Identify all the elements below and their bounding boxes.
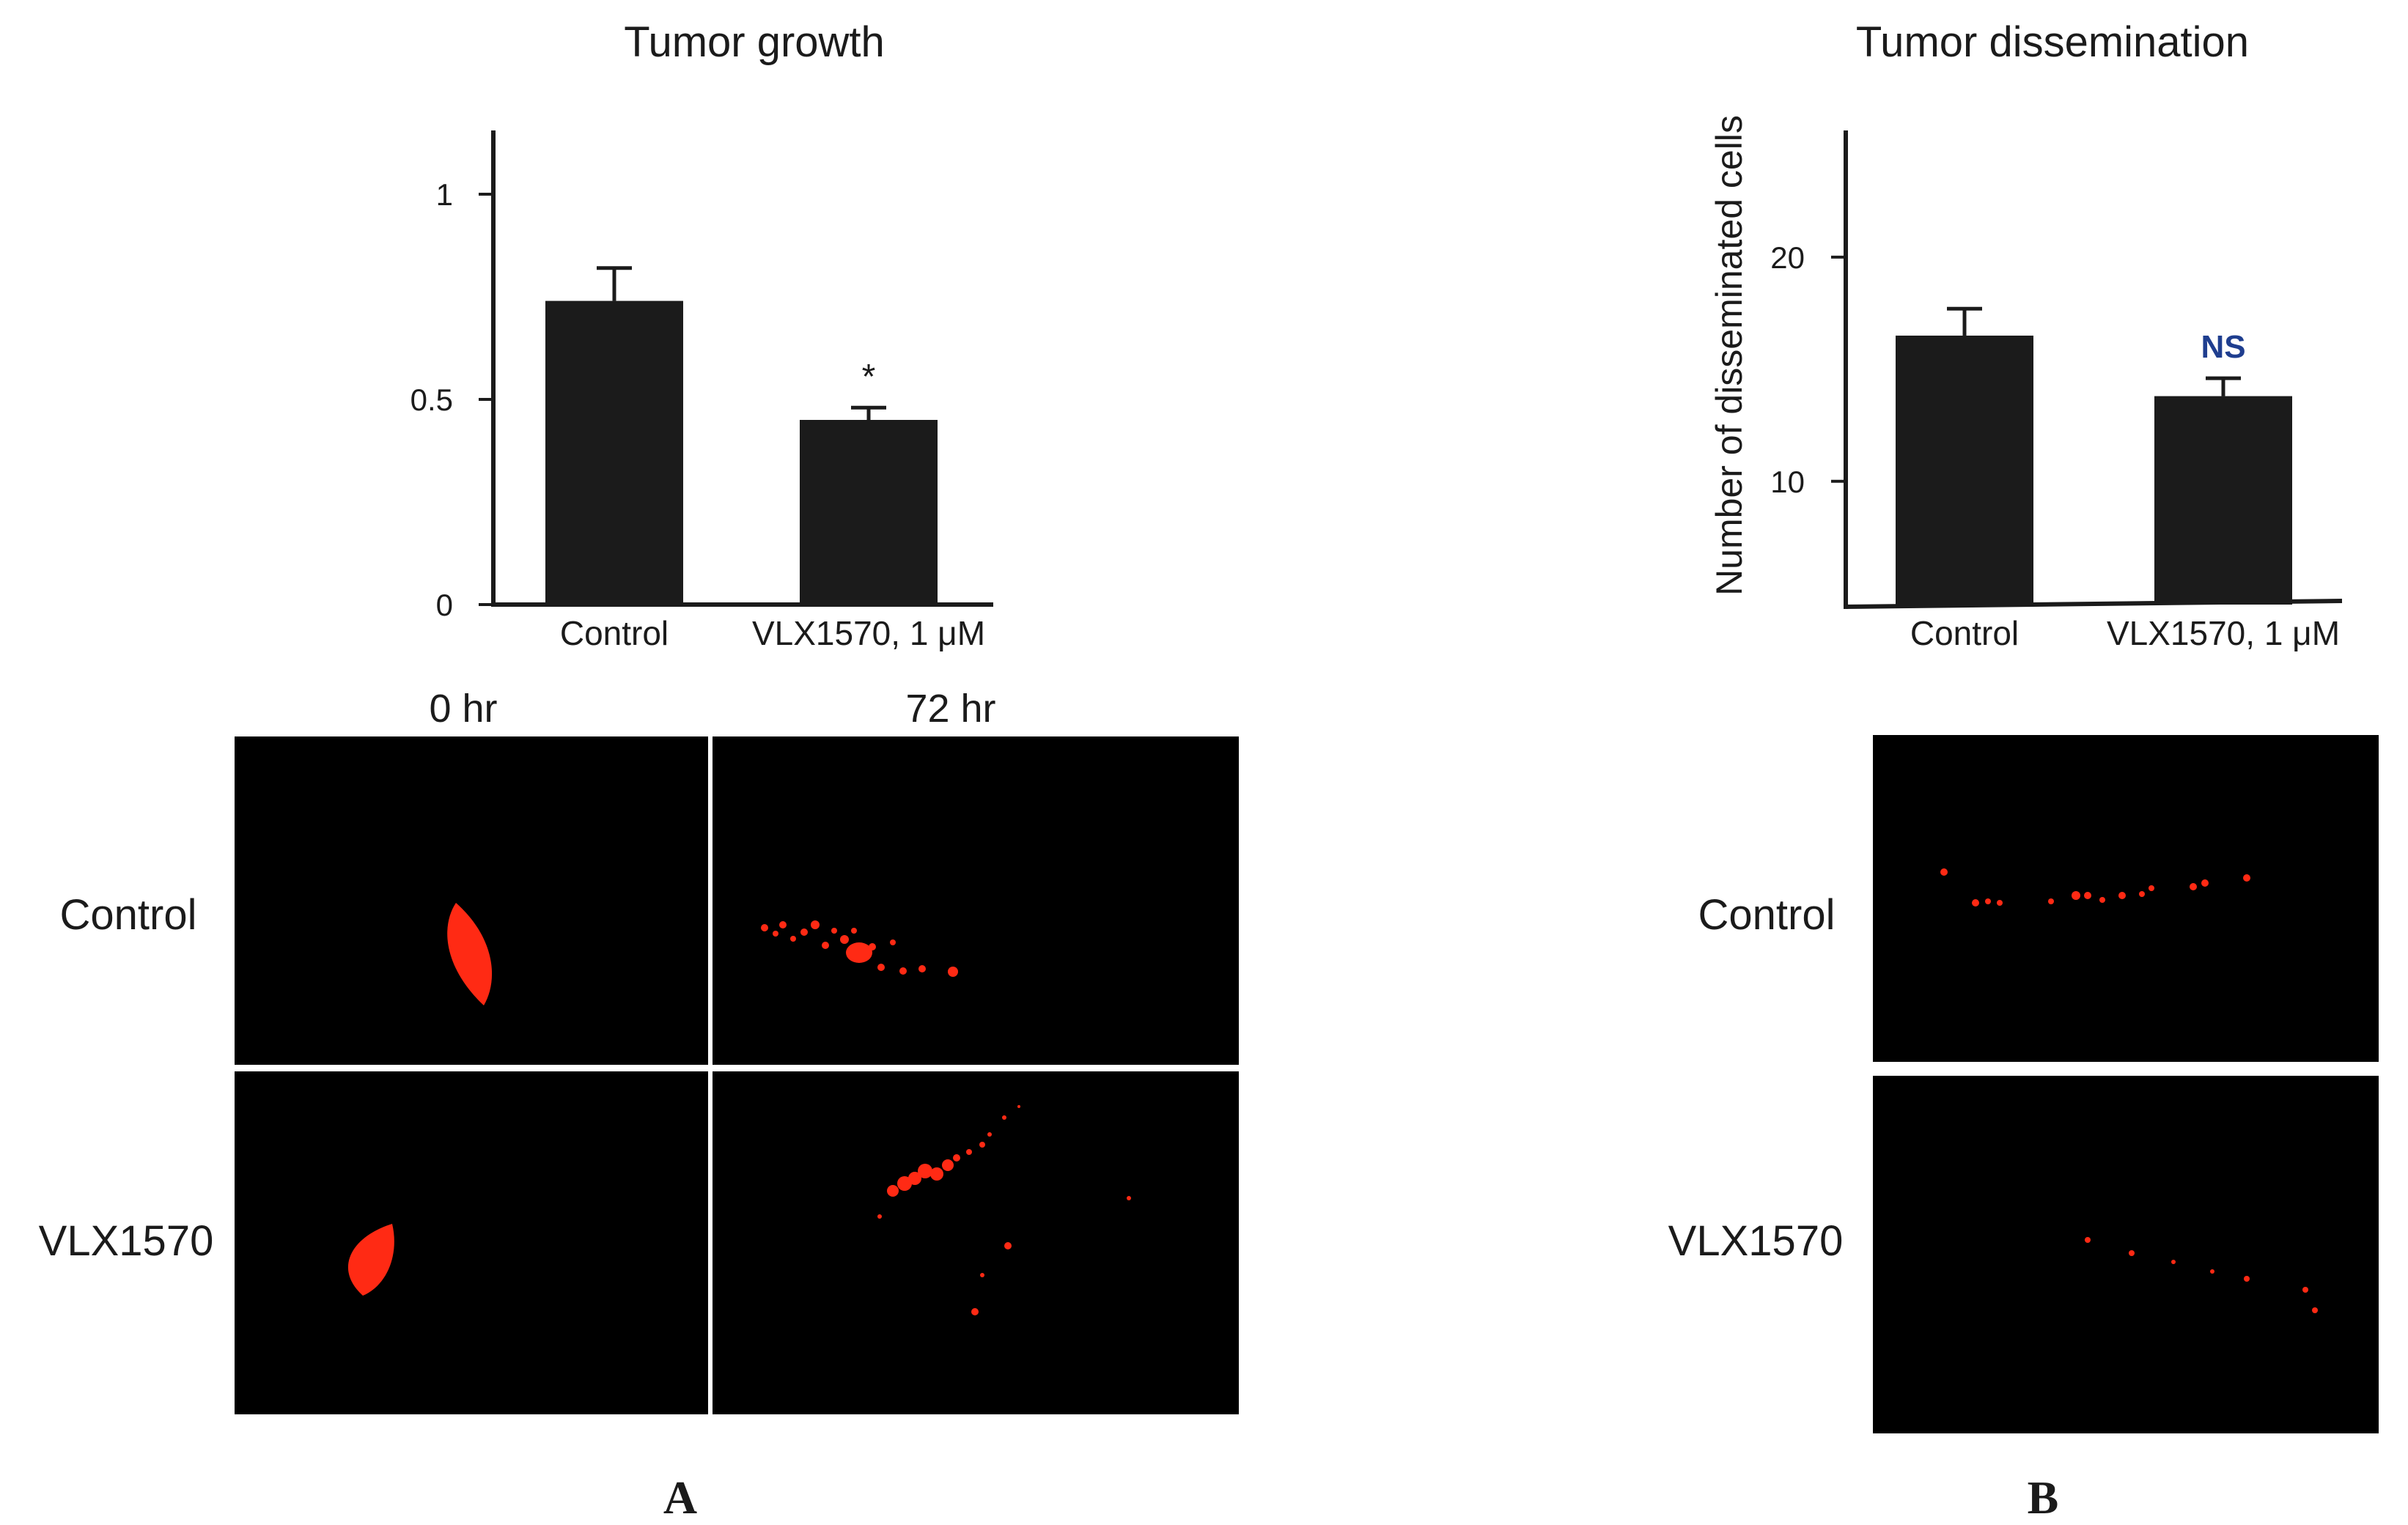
panel-letter-a: A <box>663 1472 697 1524</box>
micrograph-control-0hr <box>235 736 708 1065</box>
bar <box>2154 396 2292 605</box>
micrograph-vlx1570-0hr <box>235 1071 708 1414</box>
bar <box>800 420 938 605</box>
row-label-control: Control <box>60 891 197 939</box>
y-ticks: 00.51 <box>410 177 493 622</box>
disseminated-cells <box>877 1105 1131 1315</box>
y-tick-label: 10 <box>1770 465 1805 499</box>
x-tick-label: VLX1570, 1 μM <box>752 614 985 652</box>
time-label-0hr: 0 hr <box>429 687 497 731</box>
tumor-mass <box>347 1224 394 1296</box>
category-labels: Control VLX1570, 1 μM <box>1910 614 2340 652</box>
row-label-control: Control <box>1698 891 1836 939</box>
y-tick-label: 0.5 <box>410 383 453 417</box>
row-label-vlx1570: VLX1570 <box>39 1217 214 1265</box>
time-label-72hr: 72 hr <box>905 687 995 731</box>
tumor-growth-chart: Tumor growth 00.51 * Control VLX1570, 1 μ… <box>410 18 993 652</box>
micrograph-control-72hr <box>713 736 1239 1065</box>
y-tick-label: 20 <box>1770 240 1805 275</box>
tumor-dissemination-chart: Tumor dissemination Number of disseminat… <box>1709 18 2343 652</box>
tumor-mass <box>447 903 493 1005</box>
significance-label: NS <box>2201 329 2245 365</box>
x-tick-label: VLX1570, 1 μM <box>2107 614 2340 652</box>
significance-label: * <box>862 358 876 396</box>
y-axis-label: Number of disseminated cells <box>1709 115 1750 596</box>
y-tick-label: 0 <box>436 588 453 622</box>
x-tick-label: Control <box>1910 614 2019 652</box>
bar <box>1896 335 2033 605</box>
micrograph-vlx1570 <box>1873 1076 2379 1433</box>
x-tick-label: Control <box>560 614 669 652</box>
panel-letter-b: B <box>2028 1472 2059 1524</box>
disseminated-cells <box>2085 1237 2318 1313</box>
panel-a-micrographs: 0 hr 72 hr Control VLX1570 A <box>39 687 1239 1524</box>
micrograph-vlx1570-72hr <box>713 1071 1239 1414</box>
bars: * <box>545 266 938 605</box>
disseminated-cells <box>761 920 958 977</box>
disseminated-cells <box>1940 868 2250 906</box>
y-tick-label: 1 <box>436 177 453 212</box>
chart-title: Tumor dissemination <box>1856 18 2249 66</box>
chart-title: Tumor growth <box>624 18 885 66</box>
category-labels: Control VLX1570, 1 μM <box>560 614 985 652</box>
panel-b-micrographs: Control VLX1570 B <box>1668 735 2379 1524</box>
row-label-vlx1570: VLX1570 <box>1668 1217 1844 1265</box>
bar <box>545 300 683 605</box>
micrograph-control <box>1873 735 2379 1062</box>
bars: NS <box>1896 306 2292 605</box>
y-ticks: 10 20 <box>1770 240 1846 499</box>
